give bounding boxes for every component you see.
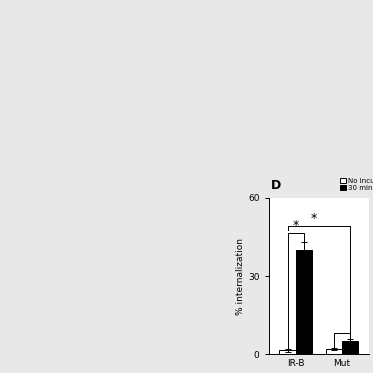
Text: D: D — [271, 179, 282, 192]
Text: *: * — [293, 219, 299, 232]
Text: *: * — [310, 212, 317, 225]
Bar — [326, 349, 342, 354]
Bar — [296, 250, 312, 354]
Bar — [342, 341, 358, 354]
Bar — [279, 351, 296, 354]
Y-axis label: % internalization: % internalization — [236, 238, 245, 314]
Legend: No incubation, 30 min at 37°C: No incubation, 30 min at 37°C — [340, 178, 373, 191]
